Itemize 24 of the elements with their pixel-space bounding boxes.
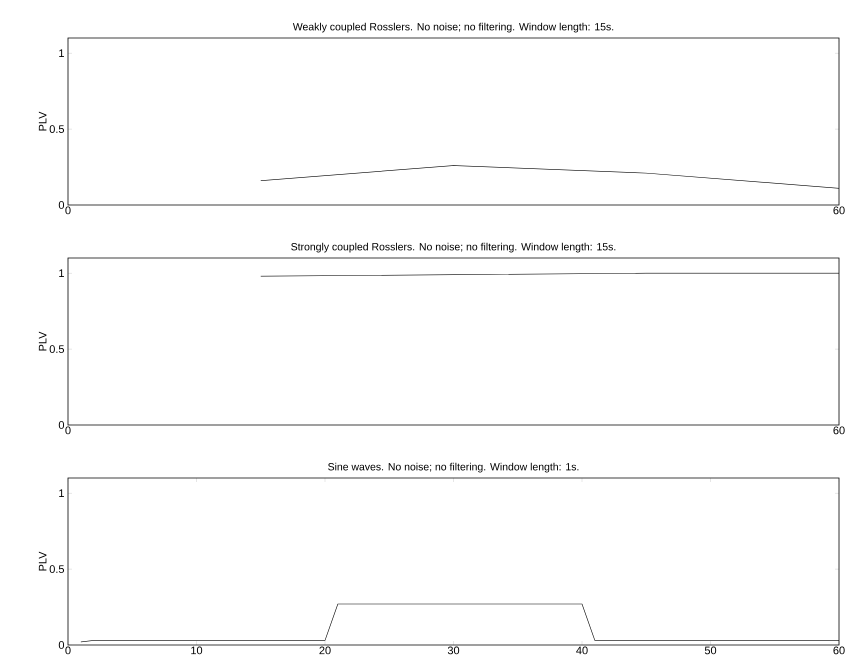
y-tick-label: 1 [59, 49, 64, 57]
y-axis-title: PLV [38, 112, 46, 131]
x-tick-label: 20 [319, 646, 331, 654]
y-tick-label: 0 [58, 641, 64, 649]
y-tick-label: 0 [58, 201, 64, 209]
y-tick-label: 0.5 [50, 345, 64, 353]
y-axis-title: PLV [38, 332, 46, 351]
y-tick-label: 0.5 [50, 125, 64, 133]
x-tick-label: 60 [833, 206, 845, 214]
x-tick-label: 60 [833, 646, 845, 654]
y-tick-label: 1 [59, 489, 64, 497]
x-tick-label: 10 [191, 646, 202, 654]
y-axis-title: PLV [38, 552, 46, 571]
chart-title: Sine waves. No noise; no filtering. Window length: 1s. [328, 462, 578, 473]
y-tick-label: 0 [58, 421, 64, 429]
y-tick-label: 1 [59, 269, 64, 277]
y-tick-label: 0.5 [50, 565, 64, 573]
chart-title: Strongly coupled Rosslers. No noise; no filtering. Window length: 15s. [291, 242, 616, 252]
x-tick-label: 40 [576, 646, 588, 654]
x-tick-label: 30 [448, 646, 460, 654]
chart-title: Weakly coupled Rosslers. No noise; no filtering. Window length: 15s. [292, 22, 614, 32]
x-tick-label: 0 [65, 646, 71, 654]
x-tick-label: 60 [833, 426, 845, 434]
x-tick-label: 50 [704, 646, 716, 654]
